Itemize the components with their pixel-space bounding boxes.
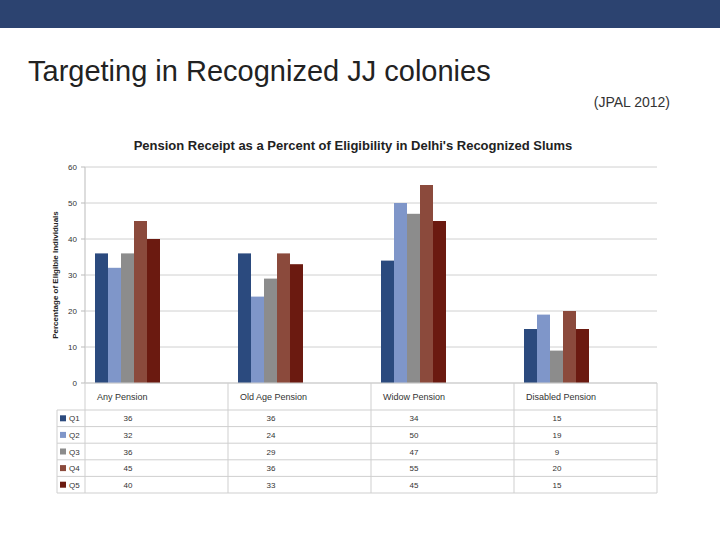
- tick-label: 0: [73, 379, 78, 388]
- tick-mark: [81, 203, 85, 204]
- legend-label: Q5: [69, 481, 80, 490]
- bar: [238, 253, 251, 383]
- table-line: [514, 383, 515, 493]
- table-line: [57, 476, 657, 477]
- legend-label: Q3: [69, 448, 80, 457]
- bar: [433, 221, 446, 383]
- tick-mark: [81, 239, 85, 240]
- tick-mark: [81, 167, 85, 168]
- table-line: [371, 383, 372, 493]
- bar: [550, 351, 563, 383]
- legend-swatch: [60, 482, 66, 488]
- table-line: [57, 443, 657, 444]
- tick-label: 40: [68, 235, 77, 244]
- table-value: 34: [409, 414, 418, 423]
- table-value: 33: [266, 481, 275, 490]
- bar: [394, 203, 407, 383]
- table-value: 15: [552, 481, 561, 490]
- slide: Targeting in Recognized JJ colonies (JPAL…: [0, 0, 720, 540]
- bar: [420, 185, 433, 383]
- table-value: 40: [123, 481, 132, 490]
- bar: [147, 239, 160, 383]
- category-label: Old Age Pension: [240, 392, 307, 402]
- table-value: 24: [266, 431, 275, 440]
- bar: [537, 315, 550, 383]
- y-axis-label: Percentage of Eligible Individuals: [51, 211, 60, 339]
- bars: [95, 185, 589, 383]
- bar: [524, 329, 537, 383]
- legend-swatch: [60, 449, 66, 455]
- table-value: 36: [123, 448, 132, 457]
- grid-line: [85, 275, 657, 276]
- table-line: [57, 410, 657, 411]
- table-value: 36: [266, 414, 275, 423]
- table-value: 50: [409, 431, 418, 440]
- category-label: Disabled Pension: [526, 392, 596, 402]
- bar: [121, 253, 134, 383]
- bar: [134, 221, 147, 383]
- legend-label: Q4: [69, 464, 80, 473]
- table-line: [228, 383, 229, 493]
- tick-mark: [81, 347, 85, 348]
- tick-label: 50: [68, 199, 77, 208]
- bar: [576, 329, 589, 383]
- grid-line: [85, 167, 657, 168]
- category-label: Any Pension: [97, 392, 148, 402]
- tick-label: 10: [68, 343, 77, 352]
- table-value: 32: [123, 431, 132, 440]
- table-value: 45: [123, 464, 132, 473]
- table-line: [57, 410, 58, 493]
- category-label: Widow Pension: [383, 392, 445, 402]
- table-line: [57, 493, 657, 494]
- bar: [277, 253, 290, 383]
- table-value: 9: [555, 448, 560, 457]
- tick-label: 30: [68, 271, 77, 280]
- table-line: [657, 383, 658, 493]
- table-line: [57, 426, 657, 427]
- grid-line: [85, 239, 657, 240]
- legend-swatch: [60, 432, 66, 438]
- slide-title: Targeting in Recognized JJ colonies: [28, 55, 491, 87]
- tick-label: 20: [68, 307, 77, 316]
- bar: [251, 297, 264, 383]
- bar: [407, 214, 420, 383]
- tick-mark: [81, 383, 85, 384]
- grid-line: [85, 203, 657, 204]
- bar: [264, 279, 277, 383]
- table-value: 55: [409, 464, 418, 473]
- table-line: [85, 383, 86, 493]
- tick-label: 60: [68, 163, 77, 172]
- top-banner: [0, 0, 720, 28]
- tick-mark: [81, 311, 85, 312]
- table-value: 15: [552, 414, 561, 423]
- source: (JPAL 2012): [594, 94, 670, 110]
- legend-label: Q1: [69, 414, 80, 423]
- table-value: 36: [123, 414, 132, 423]
- chart-title: Pension Receipt as a Percent of Eligibil…: [134, 138, 573, 153]
- tick-mark: [81, 275, 85, 276]
- bar: [563, 311, 576, 383]
- table-value: 19: [552, 431, 561, 440]
- legend-swatch: [60, 415, 66, 421]
- table-value: 36: [266, 464, 275, 473]
- bar: [381, 261, 394, 383]
- table-value: 20: [552, 464, 561, 473]
- table-value: 29: [266, 448, 275, 457]
- bar: [95, 253, 108, 383]
- table-value: 47: [409, 448, 418, 457]
- table-line: [57, 459, 657, 460]
- legend-label: Q2: [69, 431, 80, 440]
- table-value: 45: [409, 481, 418, 490]
- bar: [290, 264, 303, 383]
- bar: [108, 268, 121, 383]
- legend-swatch: [60, 465, 66, 471]
